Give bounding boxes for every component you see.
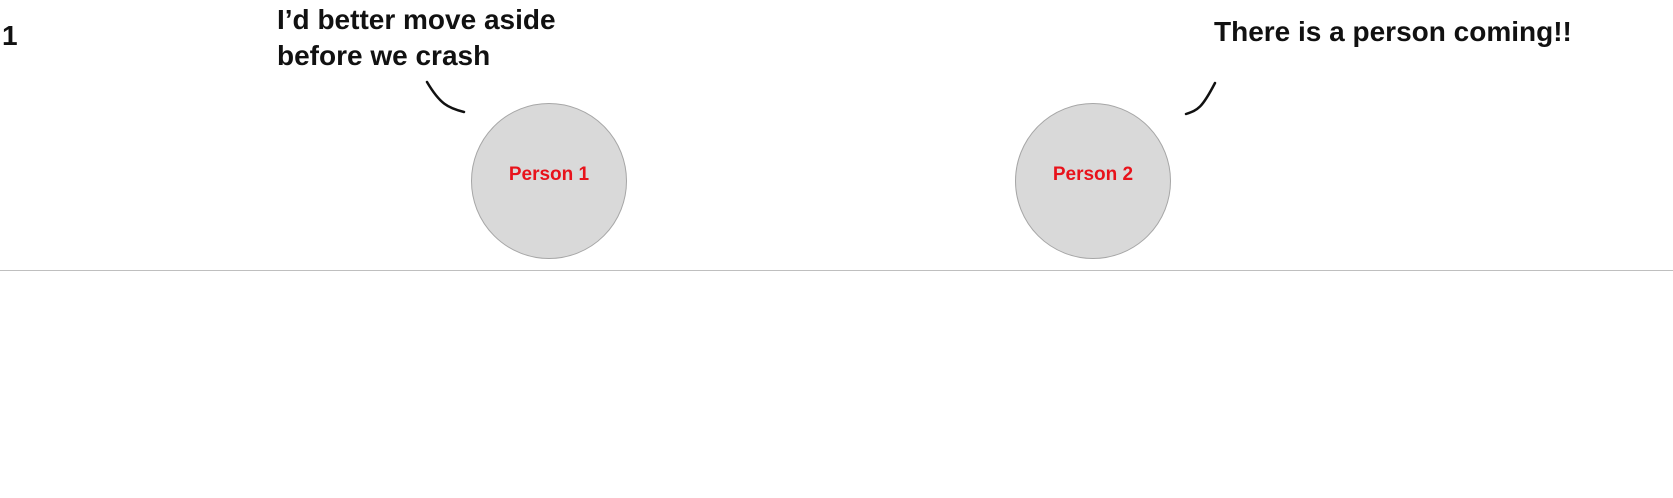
speech-line: before we crash [277,40,491,71]
speech-bubble-person-2: There is a person coming!! [1214,14,1654,50]
speech-tail-person-2 [1184,81,1217,116]
person-1-label: Person 1 [508,164,590,185]
panel-number: 1 [2,20,18,51]
speech-bubble-person-1: I’d better move aside before we crash [277,2,607,74]
person-2-label: Person 2 [1052,164,1134,185]
speech-line: There is a person coming!! [1214,16,1572,47]
ground-line [0,270,1673,271]
speech-tail-person-1 [425,80,466,114]
person-2-circle: Person 2 [1015,103,1171,259]
speech-line: I’d better move aside [277,4,556,35]
person-1-circle: Person 1 [471,103,627,259]
